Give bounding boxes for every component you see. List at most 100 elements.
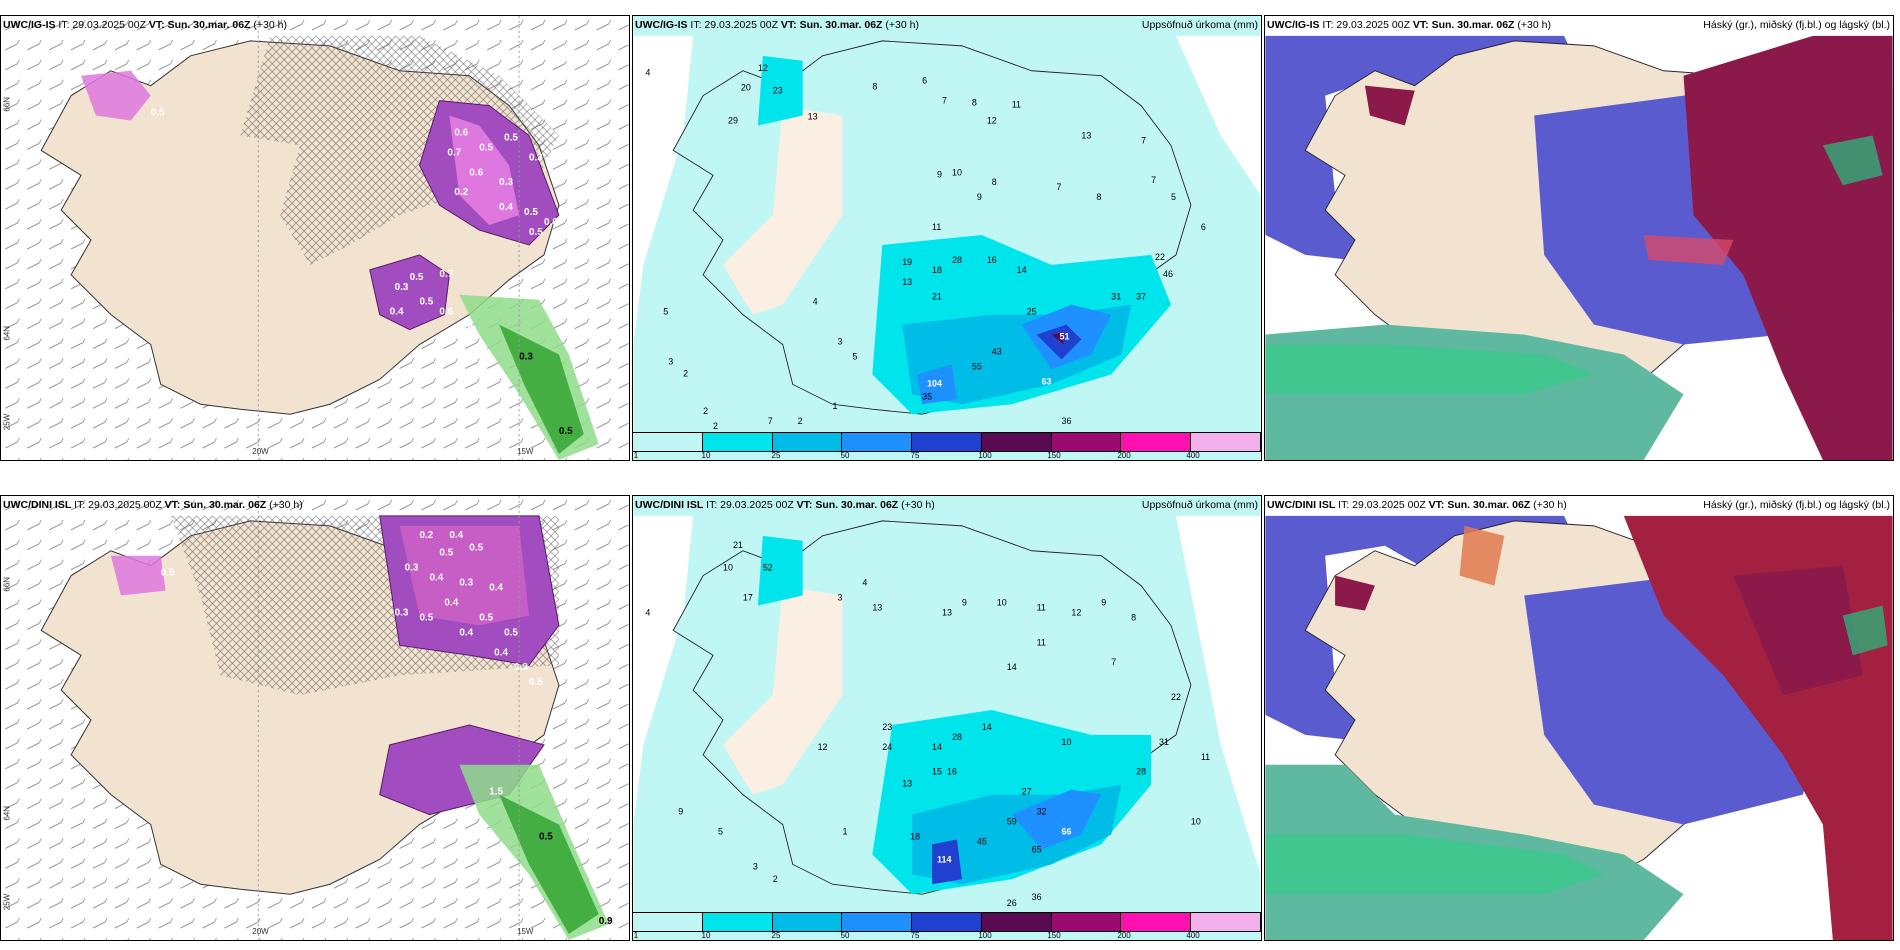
panel-right-title: Háský (gr.), miðský (fj.bl.) og lágský (… [1703, 499, 1890, 511]
svg-text:8: 8 [1096, 192, 1101, 202]
svg-text:7: 7 [1151, 175, 1156, 185]
svg-text:13: 13 [872, 602, 882, 612]
panel-header: UWC/IG-IS IT: 29.03.2025 00Z VT: Sun. 30… [3, 19, 287, 31]
svg-text:0.5: 0.5 [420, 612, 434, 623]
svg-text:9: 9 [678, 807, 683, 817]
svg-text:0.5: 0.5 [529, 677, 543, 688]
svg-text:0.6: 0.6 [469, 167, 483, 178]
colorbar-swatch [1121, 433, 1192, 451]
svg-text:5: 5 [718, 826, 723, 836]
colorbar-swatch [1191, 913, 1261, 931]
panel-header: UWC/IG-IS IT: 29.03.2025 00Z VT: Sun. 30… [635, 19, 919, 31]
svg-text:10: 10 [723, 563, 733, 573]
svg-text:12: 12 [987, 116, 997, 126]
svg-text:0.4: 0.4 [459, 627, 473, 638]
colorbar-swatch [981, 913, 1052, 931]
svg-text:20: 20 [741, 83, 751, 93]
svg-text:28: 28 [952, 732, 962, 742]
svg-text:14: 14 [1017, 265, 1027, 275]
svg-text:12: 12 [1071, 607, 1081, 617]
svg-text:13: 13 [942, 607, 952, 617]
panel-header: UWC/DINI ISL IT: 29.03.2025 00Z VT: Sun.… [3, 499, 303, 511]
svg-text:31: 31 [1159, 737, 1169, 747]
svg-text:0.5: 0.5 [559, 426, 573, 437]
svg-text:0.6: 0.6 [454, 127, 468, 138]
svg-text:7: 7 [1057, 182, 1062, 192]
svg-text:0.7: 0.7 [447, 147, 461, 158]
svg-text:14: 14 [982, 722, 992, 732]
svg-text:4: 4 [645, 68, 650, 78]
svg-text:0.4: 0.4 [390, 307, 404, 318]
svg-text:0.8: 0.8 [459, 322, 473, 333]
precip-values: 12 20 23 29 13 8 6 7 8 11 12 13 10 9 8 7… [645, 63, 1205, 431]
map-clouds [1265, 16, 1893, 460]
svg-text:0.3: 0.3 [395, 607, 409, 618]
svg-text:45: 45 [977, 836, 987, 846]
panel-right-title: Uppsöfnuð úrkoma (mm) [1141, 499, 1258, 511]
svg-text:0.5: 0.5 [529, 227, 543, 238]
svg-text:2: 2 [713, 421, 718, 431]
svg-text:13: 13 [902, 277, 912, 287]
svg-text:8: 8 [1131, 612, 1136, 622]
svg-text:0.2: 0.2 [420, 530, 434, 541]
svg-text:66: 66 [1061, 826, 1071, 836]
svg-text:64N: 64N [2, 806, 11, 821]
svg-text:29: 29 [728, 116, 738, 126]
svg-text:4: 4 [645, 607, 650, 617]
svg-text:0.7: 0.7 [439, 269, 453, 280]
colorbar-swatch [1051, 433, 1122, 451]
svg-text:27: 27 [1022, 787, 1032, 797]
svg-text:7: 7 [1111, 657, 1116, 667]
svg-text:51: 51 [1059, 332, 1069, 342]
precip-colorbar [633, 432, 1261, 452]
svg-text:55: 55 [972, 361, 982, 371]
svg-text:0.6: 0.6 [544, 217, 558, 228]
svg-text:0.3: 0.3 [514, 662, 528, 673]
colorbar-swatch [1191, 433, 1261, 451]
svg-text:0.4: 0.4 [429, 573, 443, 584]
svg-text:13: 13 [902, 779, 912, 789]
svg-text:0.5: 0.5 [151, 108, 165, 119]
svg-text:3: 3 [837, 337, 842, 347]
svg-text:37: 37 [1136, 292, 1146, 302]
svg-text:25: 25 [1027, 307, 1037, 317]
svg-text:11: 11 [1037, 602, 1046, 612]
svg-text:5: 5 [852, 351, 857, 361]
svg-text:65: 65 [1032, 844, 1042, 854]
svg-text:28: 28 [1136, 767, 1146, 777]
svg-text:0.3: 0.3 [405, 563, 419, 574]
svg-text:0.5: 0.5 [479, 142, 493, 153]
map-precip: 21 10 52 17 3 4 13 13 9 10 11 14 11 12 9… [633, 496, 1261, 940]
colorbar-swatch [633, 913, 703, 931]
svg-text:18: 18 [910, 831, 920, 841]
svg-text:20W: 20W [252, 447, 269, 456]
svg-text:25W: 25W [2, 413, 11, 430]
svg-text:0.5: 0.5 [161, 568, 175, 579]
panel-header: UWC/DINI ISL IT: 29.03.2025 00Z VT: Sun.… [1267, 499, 1567, 511]
svg-text:10: 10 [997, 598, 1007, 608]
panel-right-title: Háský (gr.), miðský (fj.bl.) og lágský (… [1703, 19, 1890, 31]
map-snow-wind: 0.2 0.6 0.7 0.5 0.5 0.3 0.6 0.3 0.2 0.4 … [1, 16, 629, 460]
colorbar-swatch [842, 913, 913, 931]
svg-text:9: 9 [1101, 598, 1106, 608]
svg-text:15W: 15W [517, 447, 534, 456]
svg-text:11: 11 [1037, 637, 1046, 647]
svg-text:28: 28 [952, 255, 962, 265]
panel-clouds-ig: UWC/IG-IS IT: 29.03.2025 00Z VT: Sun. 30… [1264, 15, 1894, 461]
snow-values: 0.4 0.5 0.5 0.2 0.3 0.4 0.3 0.4 0.4 0.3 … [161, 530, 613, 927]
svg-text:23: 23 [882, 722, 892, 732]
svg-text:10: 10 [1191, 817, 1201, 827]
svg-text:9: 9 [962, 598, 967, 608]
snow-values: 0.2 0.6 0.7 0.5 0.5 0.3 0.6 0.3 0.2 0.4 … [151, 53, 573, 437]
colorbar-swatch [702, 433, 773, 451]
svg-text:114: 114 [937, 854, 951, 864]
svg-text:12: 12 [818, 742, 828, 752]
colorbar-ticks: 1 10 25 50 75 100 150 200 400 [633, 931, 1200, 940]
svg-text:22: 22 [1155, 252, 1165, 262]
svg-text:9: 9 [977, 192, 982, 202]
colorbar-swatch [1051, 913, 1122, 931]
svg-text:6: 6 [922, 76, 927, 86]
svg-text:0.4: 0.4 [494, 647, 508, 658]
svg-text:52: 52 [763, 563, 773, 573]
panel-snow-dini: 0.4 0.5 0.5 0.2 0.3 0.4 0.3 0.4 0.4 0.3 … [0, 495, 630, 941]
